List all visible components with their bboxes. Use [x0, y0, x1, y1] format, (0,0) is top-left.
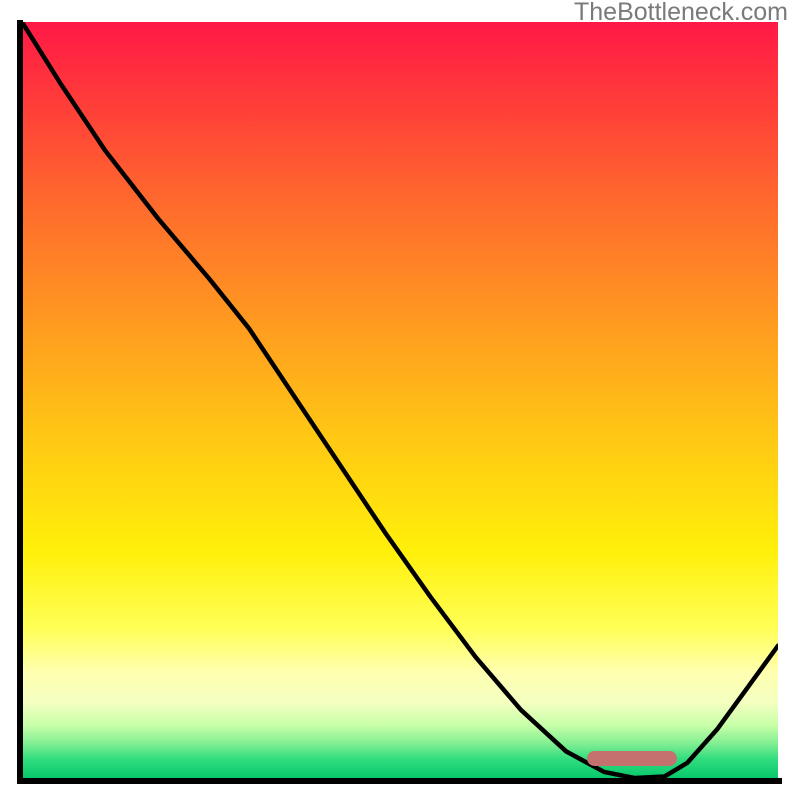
plot-area	[22, 22, 778, 778]
optimal-marker	[587, 751, 678, 765]
bottleneck-curve	[22, 22, 778, 778]
watermark-text: TheBottleneck.com	[574, 0, 788, 27]
bottleneck-curve-svg	[22, 22, 778, 778]
x-axis-line	[18, 778, 782, 784]
chart-wrapper: TheBottleneck.com	[0, 0, 800, 800]
y-axis-line	[17, 20, 23, 784]
